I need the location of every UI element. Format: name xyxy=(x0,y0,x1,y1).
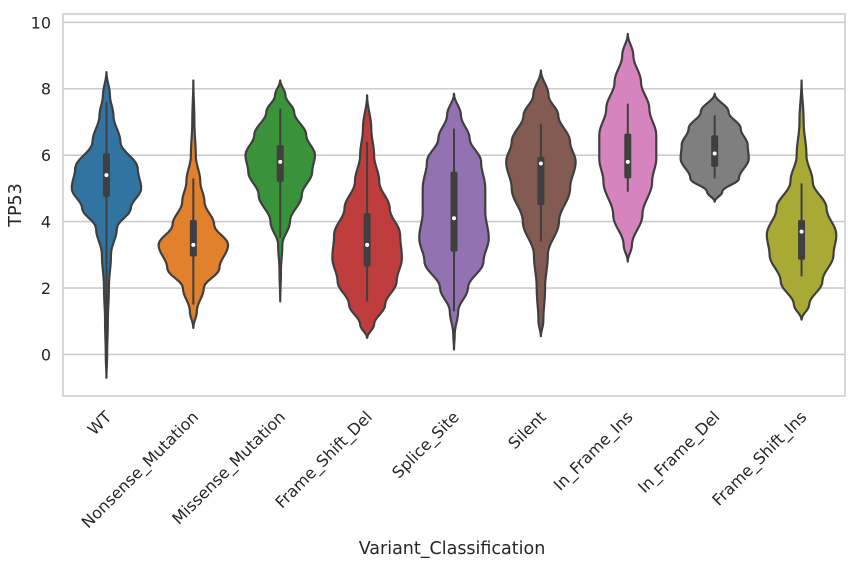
violin-iqr-box xyxy=(189,219,197,257)
violin-iqr-box xyxy=(624,133,632,179)
x-tick-label: WT xyxy=(84,407,116,439)
violin-median-dot xyxy=(712,151,717,156)
violin-Frame_Shift_Ins xyxy=(765,79,838,321)
violin-iqr-box xyxy=(363,213,371,267)
violin-In_Frame_Del xyxy=(679,92,750,203)
violin-median-dot xyxy=(799,229,804,234)
violin-iqr-box xyxy=(798,219,806,260)
plot-frame xyxy=(62,13,846,397)
x-axis-label: Variant_Classification xyxy=(359,539,546,559)
violin-iqr-box xyxy=(537,156,545,205)
x-tick-label: Frame_Shift_Ins xyxy=(708,407,811,510)
violin-median-dot xyxy=(278,159,283,164)
violin-In_Frame_Ins xyxy=(598,32,658,263)
violin-Missense_Mutation xyxy=(244,79,317,303)
violin-median-dot xyxy=(452,216,456,221)
x-tick-label: In_Frame_Ins xyxy=(550,407,638,495)
violin-Nonsense_Mutation xyxy=(157,79,230,329)
violin-Splice_Site xyxy=(418,92,490,351)
y-tick-label: 4 xyxy=(41,213,51,232)
violin-iqr-box xyxy=(711,135,719,167)
y-tick-label: 6 xyxy=(41,146,51,165)
violin-Frame_Shift_Del xyxy=(331,94,403,339)
violin-median-dot xyxy=(104,173,109,178)
violin-Silent xyxy=(505,69,577,338)
x-tick-labels: WTNonsense_MutationMissense_MutationFram… xyxy=(78,407,811,532)
violin-median-dot xyxy=(538,161,543,166)
violin-WT xyxy=(70,71,143,379)
violin-median-dot xyxy=(625,159,630,164)
violin-iqr-box xyxy=(450,171,458,252)
y-axis-label: TP53 xyxy=(6,183,26,228)
y-tick-label: 2 xyxy=(41,279,51,298)
violins xyxy=(70,32,838,379)
y-tick-label: 0 xyxy=(41,345,51,364)
x-tick-label: Silent xyxy=(504,407,549,452)
y-tick-labels: 0 2 4 6 8 10 xyxy=(31,13,51,364)
violin-median-dot xyxy=(191,242,196,247)
violin-median-dot xyxy=(365,242,370,247)
x-tick-label: In_Frame_Del xyxy=(634,407,724,497)
y-tick-label: 8 xyxy=(41,80,51,99)
x-tick-label: Frame_Shift_Del xyxy=(271,407,376,512)
y-tick-label: 10 xyxy=(31,13,51,32)
x-tick-label: Splice_Site xyxy=(388,407,463,482)
